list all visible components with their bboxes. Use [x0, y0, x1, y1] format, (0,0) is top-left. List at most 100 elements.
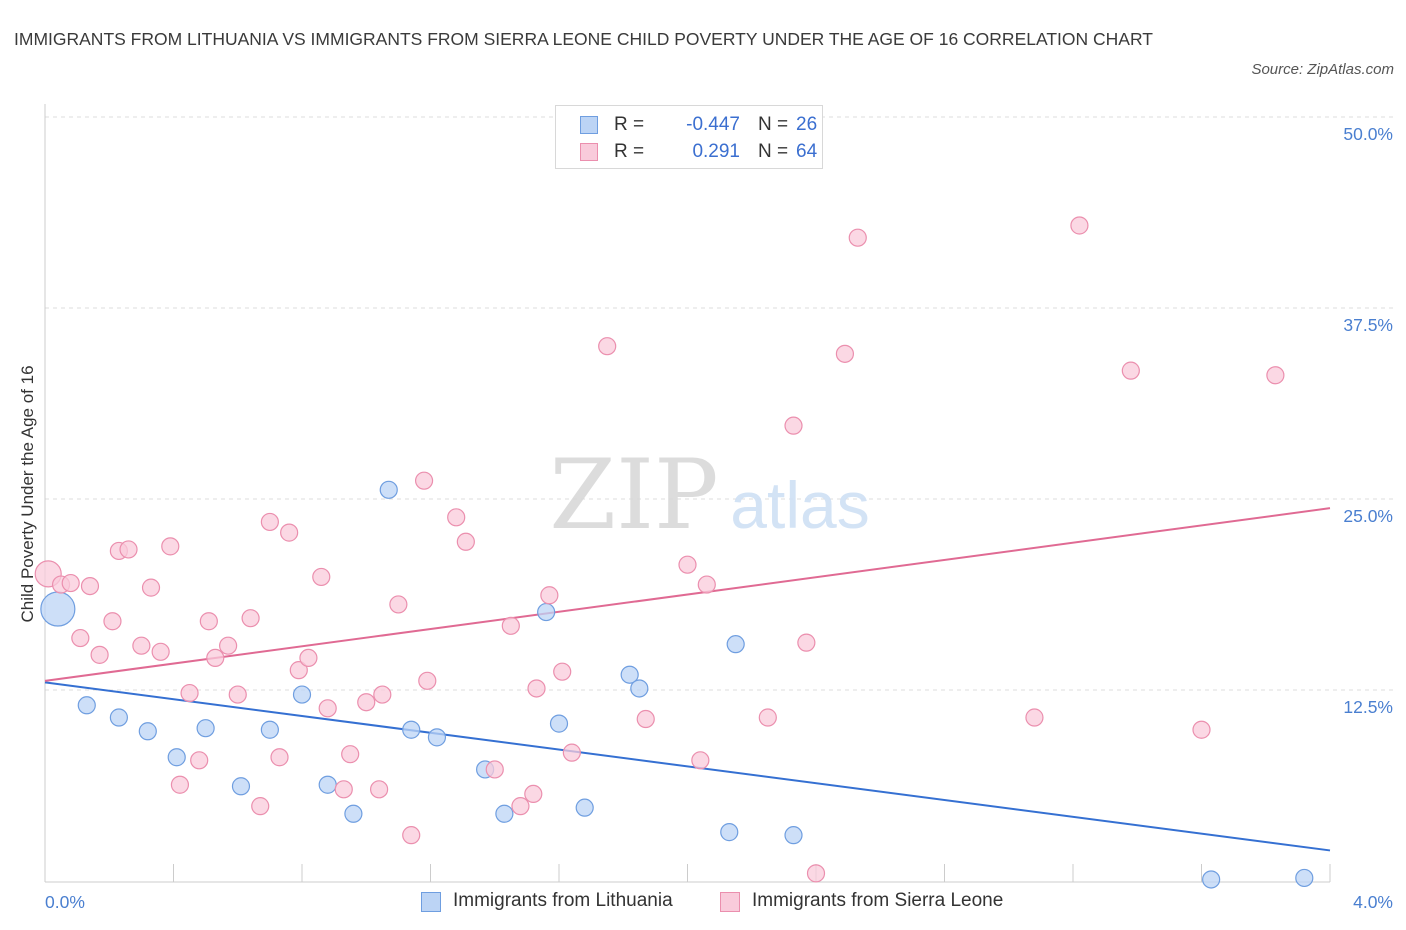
lithuania-point — [720, 823, 739, 842]
sierra-leone-point — [90, 645, 109, 664]
sierra-leone-point — [1070, 216, 1089, 235]
sierra-leone-point — [456, 532, 475, 551]
sierra-leone-point — [270, 748, 289, 767]
sierra-leone-point — [848, 228, 867, 247]
sierra-leone-point — [402, 826, 421, 845]
y-tick-label: 25.0% — [1343, 506, 1393, 526]
sierra-leone-point — [553, 662, 572, 681]
lithuania-point — [620, 665, 639, 684]
r-value: 0.291 — [692, 141, 740, 162]
chart-title: IMMIGRANTS FROM LITHUANIA VS IMMIGRANTS … — [14, 29, 1153, 49]
sierra-leone-point — [501, 616, 520, 635]
sierra-leone-point — [418, 671, 437, 690]
lithuania-swatch — [580, 116, 598, 134]
sierra-leone-point — [414, 471, 434, 490]
sierra-leone-point — [260, 512, 279, 532]
lithuania-legend-swatch — [421, 892, 441, 912]
r-label: R = — [614, 114, 645, 135]
sierra-leone-point — [219, 636, 238, 655]
sierra-leone-point — [758, 708, 777, 727]
lithuania-point — [260, 720, 279, 739]
gridlines — [45, 116, 1395, 691]
sierra-leone-point — [389, 595, 408, 614]
lithuania-point — [77, 696, 96, 715]
n-value: 64 — [796, 141, 818, 162]
watermark-zip: ZIP — [549, 439, 718, 551]
correlation-legend: R = -0.447 N = 26 R = 0.291 N = 64 — [555, 105, 823, 169]
sierra-leone-point — [341, 745, 360, 764]
sierra-leone-point — [289, 661, 308, 680]
axes — [44, 104, 1331, 883]
sierra-leone-point — [80, 576, 100, 596]
sierra-leone-point — [170, 775, 190, 794]
tick-labels: 12.5% 25.0% 37.5% 50.0% 0.0% 4.0% — [45, 124, 1393, 912]
lithuania-point — [575, 798, 594, 817]
sierra-leone-point — [241, 609, 260, 628]
sierra-leone-point — [1025, 708, 1044, 727]
lithuania-point — [109, 708, 128, 727]
sierra-leone-point — [61, 573, 80, 593]
lithuania-point — [167, 748, 186, 767]
lithuania-point — [196, 719, 215, 738]
lithuania-point — [1202, 870, 1221, 889]
sierra-leone-point — [199, 612, 218, 631]
sierra-leone-point — [691, 751, 710, 770]
sierra-leone-point — [636, 709, 655, 729]
sierra-leone-point — [806, 864, 826, 883]
sierra-leone-point — [678, 555, 697, 574]
y-tick-label: 37.5% — [1343, 315, 1393, 335]
lithuania-point — [427, 728, 447, 747]
sierra-leone-point — [280, 523, 299, 542]
lithuania-point — [40, 591, 76, 627]
lithuania-point — [379, 480, 398, 499]
lithuania-legend-label: Immigrants from Lithuania — [453, 890, 673, 911]
lithuania-point — [784, 826, 803, 845]
sierra-leone-point — [228, 685, 247, 704]
sierra-leone-point — [527, 679, 546, 698]
n-label: N = — [758, 141, 789, 162]
sierra-leone-point — [161, 537, 180, 556]
r-label: R = — [614, 141, 645, 162]
lithuania-point — [292, 685, 312, 704]
sierra-leone-point — [180, 683, 199, 703]
sierra-leone-point — [540, 586, 559, 605]
sierra-leone-point — [151, 642, 170, 661]
data-points — [34, 216, 1314, 889]
sierra-leone-point — [357, 693, 376, 712]
n-label: N = — [758, 114, 789, 135]
watermark: ZIP atlas — [549, 439, 869, 551]
lithuania-point — [318, 775, 337, 794]
sierra-leone-point — [299, 648, 318, 668]
sierra-leone-point — [132, 636, 151, 655]
watermark-atlas: atlas — [730, 468, 869, 542]
r-value: -0.447 — [686, 114, 740, 135]
sierra-leone-point — [251, 797, 270, 816]
sierra-leone-point — [447, 508, 466, 527]
lithuania-point — [344, 804, 363, 823]
y-tick-label: 12.5% — [1343, 697, 1393, 717]
sierra-leone-point — [370, 780, 389, 799]
sierra-leone-point — [1266, 366, 1285, 385]
lithuania-point — [726, 635, 745, 654]
sierra-leone-point — [71, 628, 90, 648]
n-value: 26 — [796, 114, 818, 135]
lithuania-point — [549, 714, 569, 733]
sierra-leone-point — [373, 685, 392, 704]
sierra-leone-point — [1192, 720, 1211, 739]
lithuania-point — [1295, 868, 1314, 888]
lithuania-point — [630, 679, 649, 698]
sierra-leone-point — [318, 699, 337, 718]
sierra-leone-point — [119, 540, 138, 559]
sierra-leone-point — [562, 743, 581, 762]
trend-lines — [44, 507, 1331, 852]
lithuania-point — [402, 720, 421, 739]
sierra-leone-point — [141, 578, 161, 597]
sierra-leone-point — [598, 337, 617, 356]
lithuania-point — [138, 722, 157, 741]
sierra-leone-legend-swatch — [720, 892, 740, 912]
sierra-leone-point — [312, 567, 331, 587]
sierra-leone-point — [511, 797, 530, 816]
sierra-leone-point — [697, 575, 716, 594]
sierra-leone-point — [334, 780, 353, 799]
